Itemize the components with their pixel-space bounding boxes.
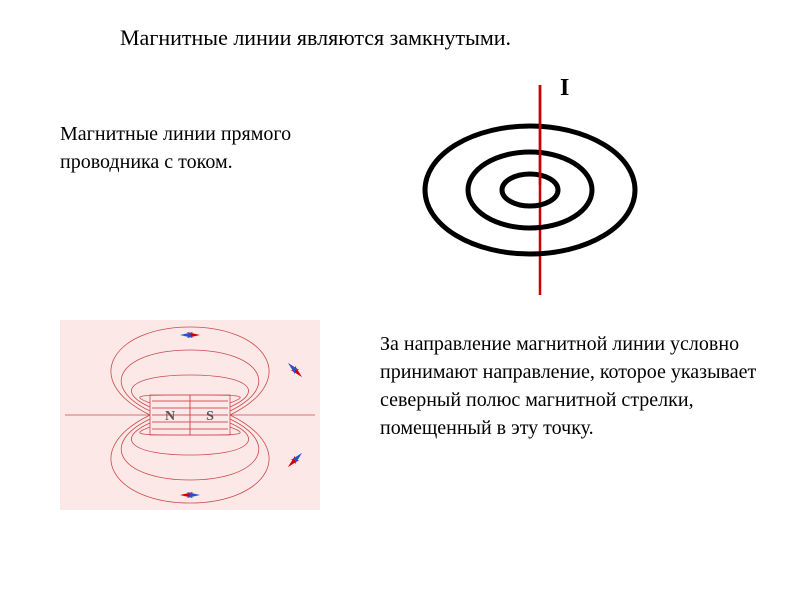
- svg-text:N: N: [165, 409, 175, 424]
- page-title: Магнитные линии являются замкнутыми.: [120, 25, 511, 51]
- svg-text:S: S: [206, 409, 214, 424]
- bar-magnet-field-diagram: NS: [60, 320, 320, 510]
- direction-description: За направление магнитной линии условно п…: [380, 330, 760, 442]
- conductor-description: Магнитные линии прямого проводника с ток…: [60, 120, 340, 176]
- concentric-field-lines-diagram: [380, 80, 680, 300]
